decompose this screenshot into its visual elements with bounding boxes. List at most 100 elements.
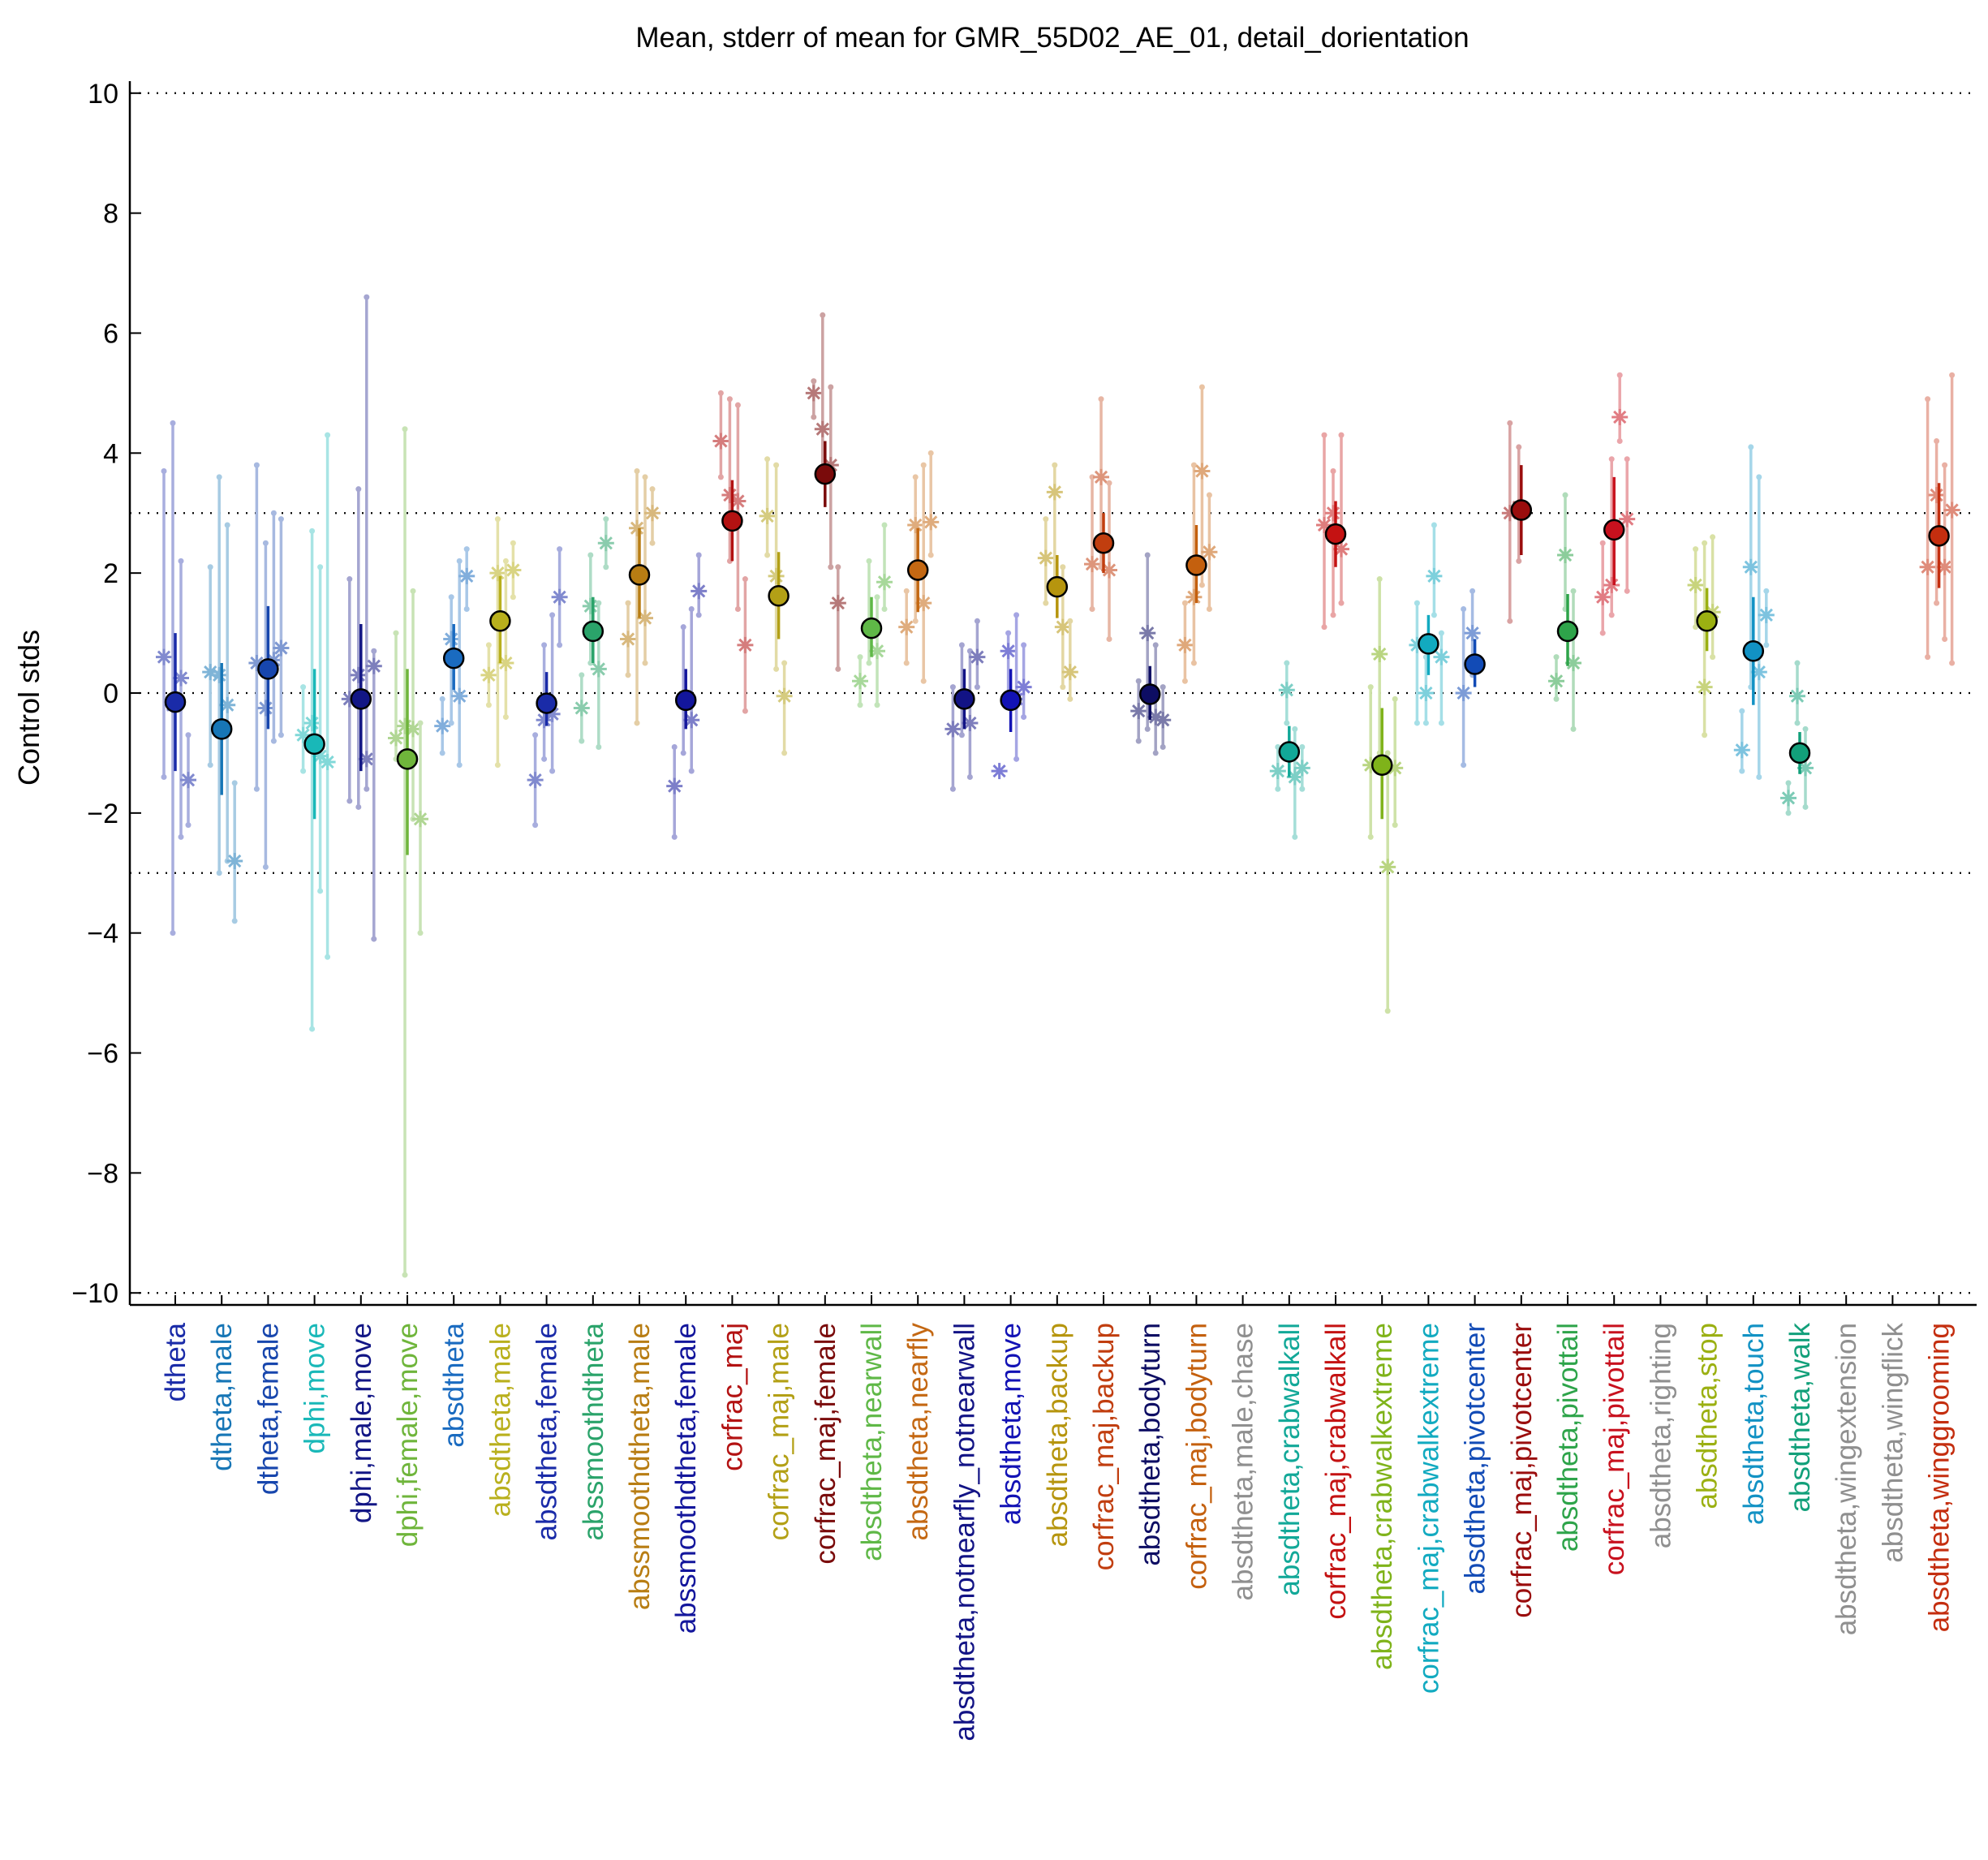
individual-marker xyxy=(1455,685,1472,701)
individual-bar-end xyxy=(625,672,631,678)
x-tick-label: dphi,male,move xyxy=(346,1323,377,1523)
individual-bar-end xyxy=(958,732,965,738)
individual-bar-end xyxy=(317,564,324,570)
individual-marker xyxy=(1093,468,1109,485)
individual-bar-end xyxy=(927,450,934,456)
individual-marker xyxy=(443,631,460,648)
x-tick-label: corfrac_maj,crabwalkextreme xyxy=(1413,1323,1444,1694)
individual-marker xyxy=(898,618,915,635)
individual-bar-end xyxy=(549,612,556,618)
individual-marker xyxy=(350,666,367,683)
individual-bar-end xyxy=(1160,744,1166,751)
individual-bar-end xyxy=(231,780,238,786)
individual-bar-end xyxy=(835,665,841,672)
individual-bar-end xyxy=(835,564,841,570)
individual-bar-end xyxy=(1330,612,1336,618)
individual-bar-end xyxy=(1949,372,1956,378)
individual-bar-end xyxy=(494,516,501,523)
x-tick-label: absdtheta,wingextension xyxy=(1831,1323,1862,1635)
individual-bar-end xyxy=(1198,384,1205,390)
individual-marker xyxy=(505,562,522,579)
individual-bar-end xyxy=(355,486,362,493)
individual-bar-end xyxy=(1431,522,1437,528)
individual-bar-end xyxy=(410,588,416,594)
mean-marker xyxy=(674,689,697,712)
individual-bar-end xyxy=(1414,720,1420,726)
x-tick-label: corfrac_maj,pivottail xyxy=(1599,1323,1630,1575)
mean-marker xyxy=(906,559,929,581)
individual-marker xyxy=(1037,549,1054,566)
individual-marker xyxy=(458,567,475,584)
x-tick-label: absdtheta,male,chase xyxy=(1228,1323,1259,1600)
individual-marker xyxy=(273,639,290,657)
y-tick-label: −4 xyxy=(87,919,118,949)
individual-bar-end xyxy=(207,564,213,570)
individual-bar-end xyxy=(1763,588,1770,594)
individual-bar-end xyxy=(734,402,741,408)
individual-marker xyxy=(969,648,986,665)
individual-bar-end xyxy=(402,426,408,433)
individual-bar-end xyxy=(1756,773,1762,780)
mean-marker xyxy=(768,584,790,607)
individual-bar-end xyxy=(448,720,454,726)
mean-marker xyxy=(1742,640,1765,662)
individual-bar-end xyxy=(439,750,445,756)
individual-bar-end xyxy=(494,762,501,769)
individual-marker xyxy=(737,636,754,653)
individual-marker xyxy=(776,687,793,704)
individual-bar-end xyxy=(1206,492,1212,498)
individual-bar-end xyxy=(857,702,863,708)
individual-bar-end xyxy=(1599,630,1606,636)
individual-bar-end xyxy=(1021,642,1027,648)
individual-marker xyxy=(1286,769,1303,786)
individual-marker xyxy=(1418,685,1435,701)
individual-bar-end xyxy=(688,768,695,774)
individual-bar-end xyxy=(417,930,424,936)
individual-bar-end xyxy=(1181,678,1188,684)
individual-bar-end xyxy=(587,552,594,558)
individual-bar-end xyxy=(485,642,492,648)
individual-bar-end xyxy=(1438,630,1444,636)
individual-marker xyxy=(365,657,382,674)
individual-bar-end xyxy=(634,467,640,474)
individual-bar-end xyxy=(734,606,741,613)
x-tick-label: absdtheta,pivottail xyxy=(1552,1323,1584,1552)
x-tick-label: corfrac_maj,backup xyxy=(1088,1323,1120,1570)
individual-marker xyxy=(1943,502,1960,519)
x-tick-label: absdtheta,female xyxy=(531,1323,563,1541)
mean-marker xyxy=(628,564,651,586)
individual-bar-end xyxy=(1624,588,1630,594)
individual-bar-end xyxy=(920,678,927,684)
individual-bar-end xyxy=(603,564,609,570)
individual-bar-end xyxy=(717,390,724,396)
individual-bar-end xyxy=(671,833,678,840)
individual-bar-end xyxy=(185,732,191,738)
individual-bar-end xyxy=(773,462,780,468)
individual-bar-end xyxy=(1461,762,1467,769)
individual-marker xyxy=(1054,618,1071,635)
individual-marker xyxy=(814,420,831,437)
individual-bar-end xyxy=(253,462,260,468)
individual-marker xyxy=(1177,636,1194,653)
mean-marker xyxy=(1510,499,1533,521)
individual-bar-end xyxy=(1043,516,1049,523)
individual-marker xyxy=(1936,558,1953,575)
individual-marker xyxy=(683,712,700,729)
y-tick-label: 6 xyxy=(103,318,118,349)
individual-bar-end xyxy=(625,600,631,606)
individual-bar-end xyxy=(1553,654,1560,661)
individual-bar-end xyxy=(216,870,222,876)
individual-bar-end xyxy=(1794,720,1801,726)
individual-marker xyxy=(551,588,568,605)
individual-bar-end xyxy=(364,294,370,300)
x-tick-label: absdtheta,male xyxy=(484,1323,516,1517)
individual-marker xyxy=(1084,556,1100,573)
individual-bar-end xyxy=(1710,534,1716,540)
x-tick-label: absdtheta,nearfly xyxy=(902,1323,934,1541)
x-tick-label: absdtheta xyxy=(438,1322,470,1447)
individual-bar-end xyxy=(1021,714,1027,721)
individual-bar-end xyxy=(1802,725,1809,732)
individual-bar-end xyxy=(903,660,910,666)
y-tick-label: −2 xyxy=(87,799,118,829)
individual-bar-end xyxy=(958,642,965,648)
